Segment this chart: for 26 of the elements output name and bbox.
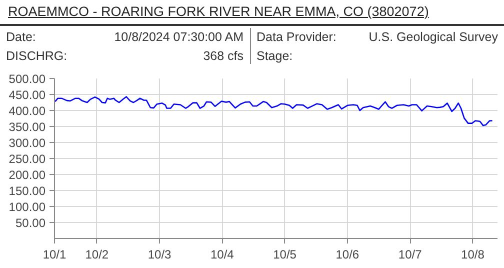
text: Data Provider: — [256, 29, 338, 46]
x-tick-label: 10/6 — [336, 248, 360, 262]
y-tick-label: 350.00 — [8, 120, 46, 134]
y-tick-label: 300.00 — [8, 136, 46, 150]
x-tick-label: 10/2 — [85, 248, 109, 262]
y-tick-label: 200.00 — [8, 168, 46, 182]
text: 10/8/2024 07:30:00 AM — [90, 28, 250, 47]
text: Date: — [5, 29, 37, 46]
x-tick-label: 10/3 — [148, 248, 172, 262]
x-tick-label: 10/4 — [210, 248, 234, 262]
text: 368 cfs — [90, 47, 250, 66]
x-tick-label: 10/7 — [398, 248, 422, 262]
y-tick-label: 150.00 — [8, 184, 46, 198]
y-tick-label: 400.00 — [8, 104, 46, 118]
x-tick-label: 10/1 — [42, 248, 67, 262]
x-tick-label: 10/8 — [461, 248, 485, 262]
text: DISCHRG: — [5, 48, 68, 65]
text: U.S. Geological Survey — [368, 29, 499, 46]
chart-title: ROAEMMCO - ROARING FORK RIVER NEAR EMMA, CO (3802072) — [7, 3, 430, 21]
y-tick-label: 250.00 — [8, 152, 46, 166]
y-tick-label: 50.00 — [15, 216, 46, 230]
y-tick-label: 500.00 — [8, 72, 46, 86]
y-tick-label: 450.00 — [8, 88, 46, 102]
text: Stage: — [256, 48, 294, 65]
y-tick-label: 100.00 — [8, 200, 46, 214]
x-tick-label: 10/5 — [273, 248, 297, 262]
